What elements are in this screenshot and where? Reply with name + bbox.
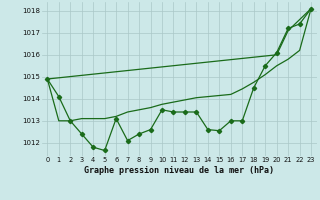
X-axis label: Graphe pression niveau de la mer (hPa): Graphe pression niveau de la mer (hPa) xyxy=(84,166,274,175)
